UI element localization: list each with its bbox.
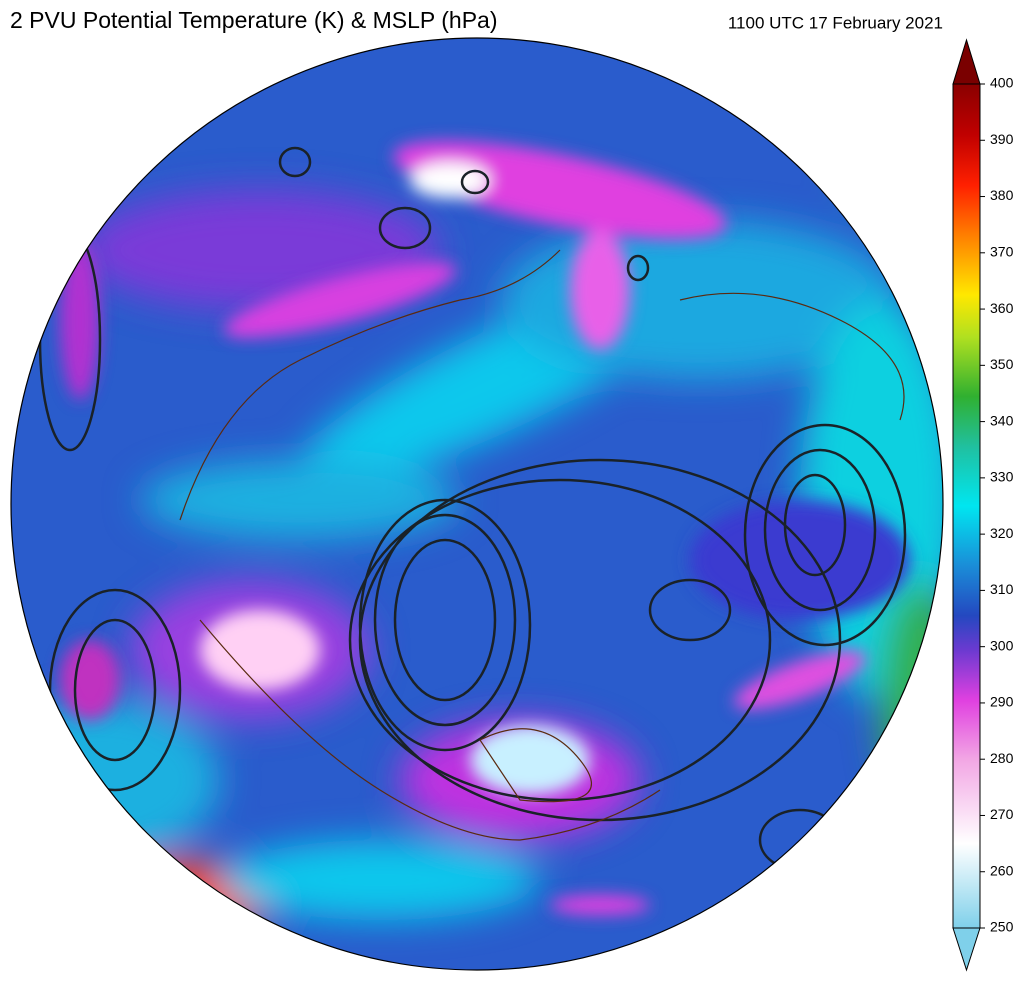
globe-outline bbox=[10, 37, 944, 971]
timestamp: 1100 UTC 17 February 2021 bbox=[728, 13, 943, 32]
colorbar-tick-label: 390 bbox=[990, 131, 1014, 147]
colorbar-tick-label: 290 bbox=[990, 694, 1014, 710]
title: 2 PVU Potential Temperature (K) & MSLP (… bbox=[10, 7, 497, 33]
colorbar-tick-label: 400 bbox=[990, 75, 1014, 91]
colorbar-tick-label: 350 bbox=[990, 356, 1014, 372]
colorbar-tick-label: 280 bbox=[990, 750, 1014, 766]
colorbar-tick-label: 340 bbox=[990, 412, 1014, 428]
colorbar-tick-label: 310 bbox=[990, 581, 1014, 597]
colorbar-tick-label: 320 bbox=[990, 525, 1014, 541]
colorbar-tick-label: 270 bbox=[990, 806, 1014, 822]
colorbar-tick-label: 330 bbox=[990, 469, 1014, 485]
colorbar-under bbox=[952, 927, 981, 972]
colorbar-body bbox=[952, 83, 981, 929]
colorbar-tick-label: 360 bbox=[990, 300, 1014, 316]
colorbar-tick-label: 260 bbox=[990, 862, 1014, 878]
colorbar-tick-label: 300 bbox=[990, 637, 1014, 653]
colorbar-tick-label: 250 bbox=[990, 919, 1014, 935]
colorbar-tick-label: 370 bbox=[990, 244, 1014, 260]
colorbar-tick-label: 380 bbox=[990, 187, 1014, 203]
colorbar-over bbox=[952, 38, 981, 85]
colorbar bbox=[952, 38, 981, 972]
